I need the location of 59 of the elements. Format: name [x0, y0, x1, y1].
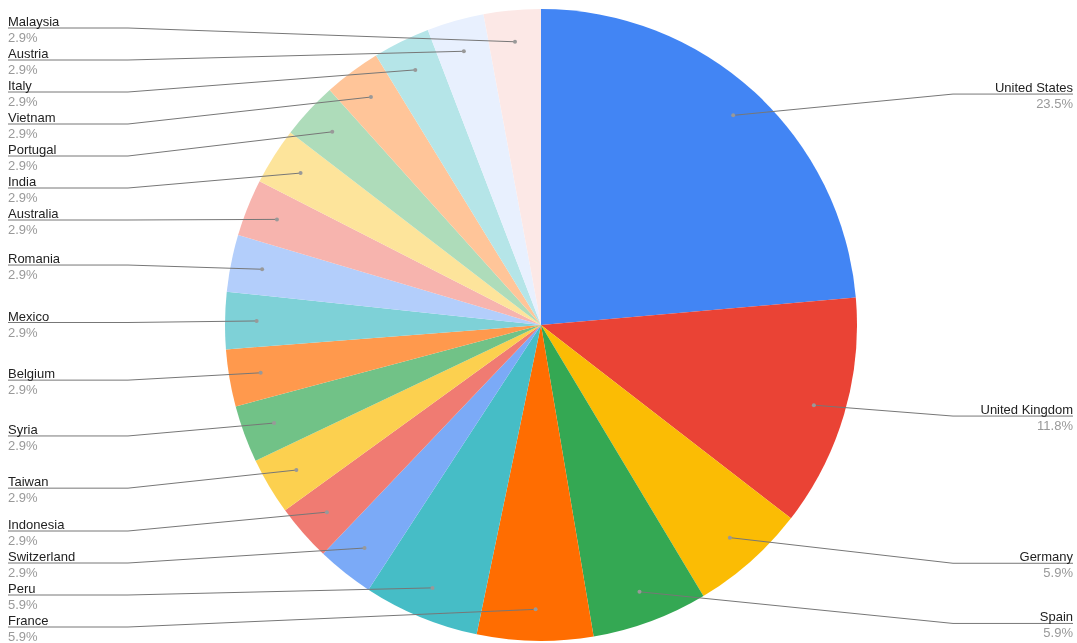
- pie-slice: [541, 9, 856, 325]
- data-label: 5.9%: [8, 597, 39, 612]
- slice-label: Portugal: [8, 142, 57, 157]
- data-label: 2.9%: [8, 62, 39, 77]
- pie-slice: [238, 181, 541, 325]
- pie-slice: [541, 325, 791, 597]
- data-label: 23.5%: [1036, 96, 1074, 112]
- slice-label: Indonesia: [8, 517, 66, 532]
- pie-slice: [225, 325, 541, 407]
- slice-label: Taiwan: [8, 474, 49, 490]
- slice-label: Spain: [1039, 609, 1073, 625]
- slice-label: Italy: [8, 78, 33, 93]
- slice-label: Australia: [8, 206, 60, 221]
- slice-label: France: [8, 613, 49, 628]
- pie-slice: [290, 90, 541, 325]
- slice-label: Austria: [8, 46, 50, 61]
- slice-label: India: [8, 174, 37, 189]
- data-label: 5.9%: [1043, 625, 1074, 641]
- slice-label: Malaysia: [8, 14, 61, 29]
- pie-slice: [368, 325, 541, 635]
- slice-label: Vietnam: [8, 110, 56, 125]
- data-label: 2.9%: [8, 190, 39, 205]
- data-label: 11.8%: [1037, 418, 1074, 434]
- slice-label: Mexico: [8, 308, 50, 324]
- data-label: 5.9%: [1043, 565, 1074, 581]
- pie-slice: [427, 14, 541, 325]
- pie-slice: [259, 132, 541, 325]
- pie-slice: [226, 234, 541, 325]
- slice-label: Syria: [8, 421, 39, 437]
- pie-slice: [235, 325, 541, 461]
- slice-label: Romania: [8, 251, 61, 267]
- data-label: 5.9%: [8, 629, 39, 643]
- slice-label: United Kingdom: [980, 402, 1073, 418]
- data-label: 2.9%: [8, 490, 39, 506]
- pie-slice: [323, 325, 541, 590]
- data-label: 2.9%: [8, 437, 39, 453]
- data-label: 2.9%: [8, 222, 39, 237]
- data-label: 2.9%: [8, 382, 39, 398]
- slice-label: United States: [994, 80, 1074, 96]
- slice-label: Switzerland: [8, 549, 76, 564]
- data-label: 2.9%: [8, 30, 39, 45]
- data-label: 2.9%: [8, 158, 39, 173]
- pie-slice: [376, 29, 541, 325]
- data-label: 2.9%: [8, 267, 39, 283]
- pie-slice: [541, 297, 857, 519]
- pie-slice: [329, 55, 541, 325]
- data-label: 2.9%: [8, 565, 39, 580]
- pie-slice: [285, 325, 541, 554]
- pie-slice: [476, 325, 594, 641]
- slice-label: Germany: [1019, 549, 1074, 565]
- data-label: 2.9%: [8, 324, 39, 340]
- data-label: 2.9%: [8, 533, 39, 548]
- data-label: 2.9%: [8, 126, 39, 141]
- pie-slice: [255, 325, 541, 511]
- slice-label: Peru: [8, 581, 36, 596]
- pie-slice: [483, 9, 541, 325]
- pie-slice: [541, 325, 704, 637]
- data-label: 2.9%: [8, 94, 39, 109]
- slice-label: Belgium: [8, 366, 55, 382]
